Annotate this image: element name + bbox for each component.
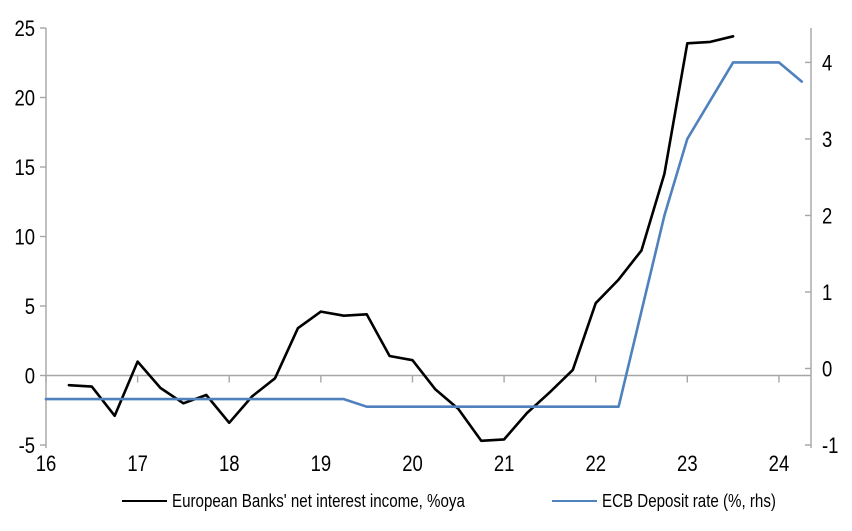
x-axis-tick-label: 24 xyxy=(769,453,790,477)
series-net-interest-income-line xyxy=(67,34,735,443)
x-axis-tick-label: 19 xyxy=(311,453,332,477)
left-axis-tick-label: 25 xyxy=(14,18,35,42)
x-axis-tick-label: 17 xyxy=(127,453,148,477)
legend-label-ecb-deposit-rate: ECB Deposit rate (%, rhs) xyxy=(602,490,776,511)
x-axis-tick-label: 23 xyxy=(677,453,698,477)
x-axis-tick-label: 22 xyxy=(585,453,606,477)
legend-label-net-interest-income: European Banks' net interest income, %oy… xyxy=(172,490,465,511)
left-axis-tick-label: 5 xyxy=(25,296,35,320)
left-axis-tick-label: 15 xyxy=(14,157,35,181)
x-axis-tick-label: 18 xyxy=(219,453,240,477)
right-axis-tick-label: 2 xyxy=(822,205,832,229)
right-axis-tick-label: 3 xyxy=(822,129,832,153)
series-ecb-deposit-rate-line xyxy=(44,61,804,409)
left-axis-tick-label: 20 xyxy=(14,87,35,111)
left-axis-tick-label: 0 xyxy=(25,365,35,389)
legend-item-ecb-deposit-rate: ECB Deposit rate (%, rhs) xyxy=(552,488,809,514)
right-axis-tick-label: 1 xyxy=(822,282,832,306)
legend-item-net-interest-income: European Banks' net interest income, %oy… xyxy=(122,488,521,514)
right-axis-tick-label: -1 xyxy=(822,435,838,459)
legend-line-sample-blue xyxy=(552,499,597,503)
legend-line-sample-black xyxy=(122,499,167,503)
x-axis-tick-label: 21 xyxy=(494,453,515,477)
x-axis-tick-label: 20 xyxy=(402,453,423,477)
right-axis-tick-label: 0 xyxy=(822,358,832,382)
left-axis-tick-label: 10 xyxy=(14,226,35,250)
right-axis-tick-label: 4 xyxy=(822,52,832,76)
left-axis-tick-label: -5 xyxy=(19,435,35,459)
chart-legend: European Banks' net interest income, %oy… xyxy=(0,488,852,514)
x-axis-tick-label: 16 xyxy=(36,453,57,477)
